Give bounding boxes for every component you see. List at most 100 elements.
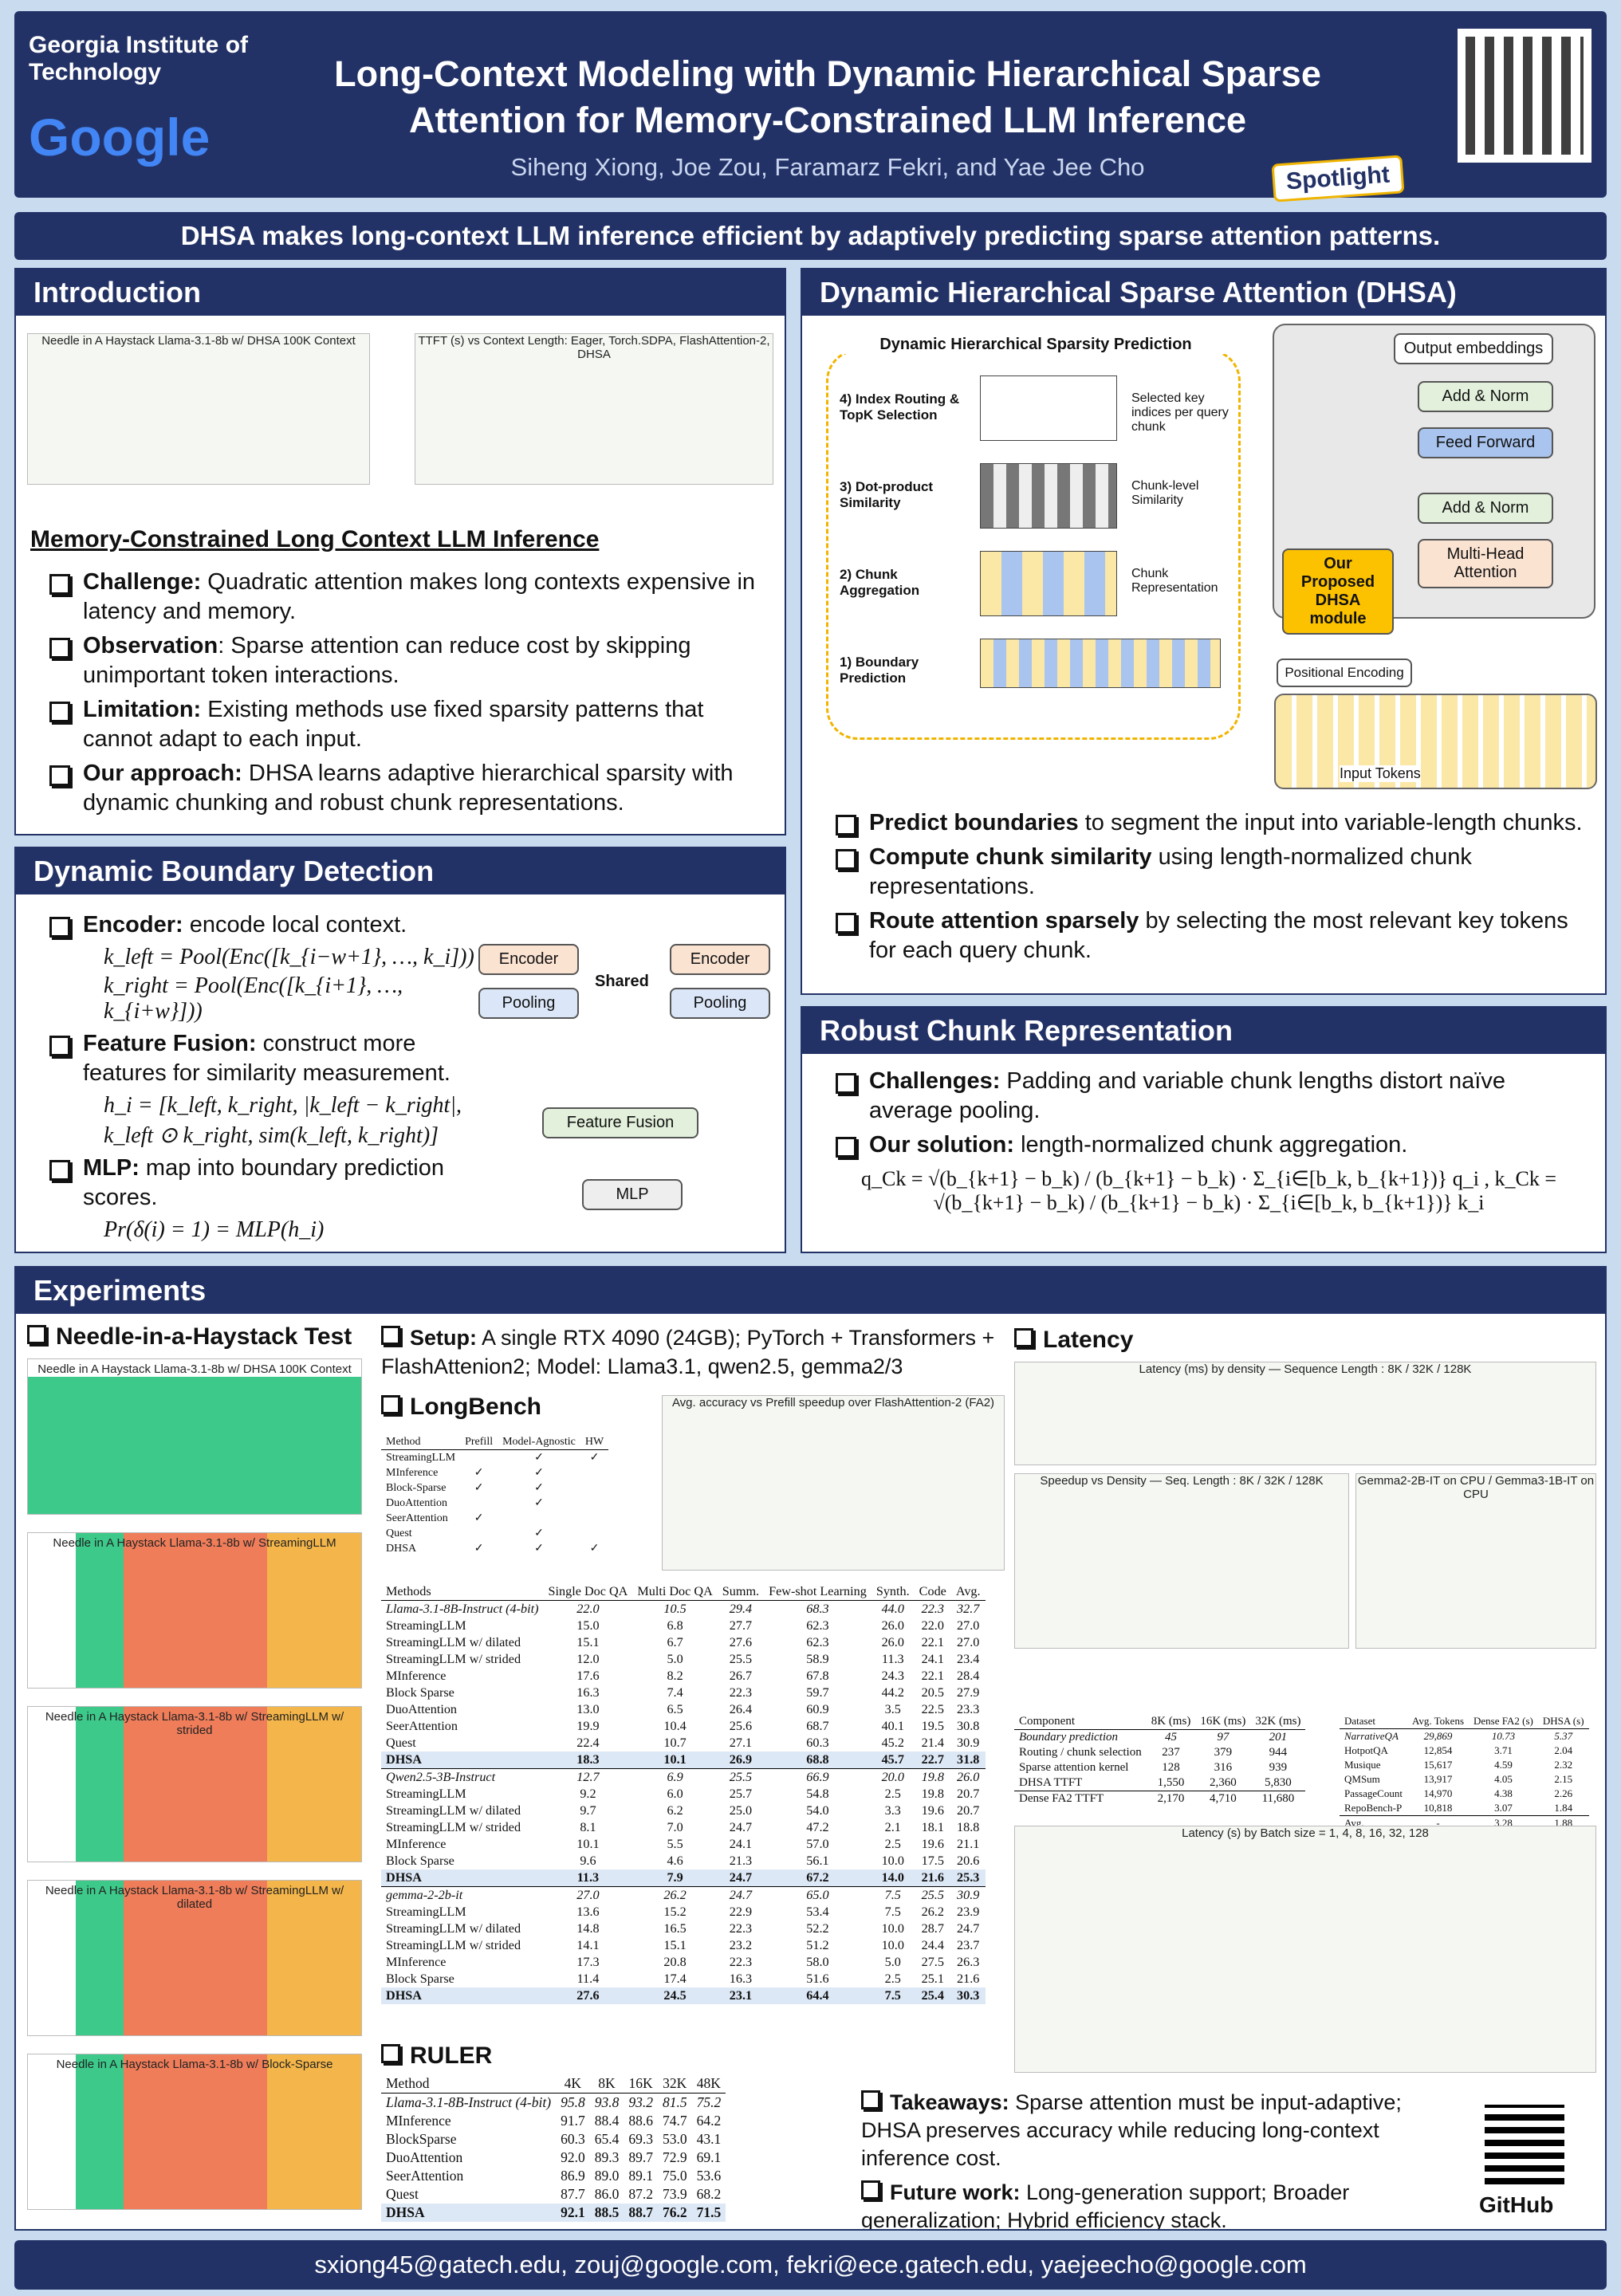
authors: Siheng Xiong, Joe Zou, Faramarz Fekri, a…	[510, 153, 1145, 181]
table-cell: 28.7	[921, 1921, 944, 1936]
text: Quadratic attention makes long contexts …	[83, 569, 756, 624]
table-row: Quest ✓	[381, 1526, 608, 1541]
section-heading: Latency	[1014, 1327, 1133, 1354]
table-cell: 22.9	[729, 1905, 753, 1919]
diagram-node: Shared	[595, 973, 649, 990]
table-cell: 10.4	[663, 1719, 687, 1733]
table-cell: 24.7	[717, 1886, 765, 1904]
table-cell: StreamingLLM w/ strided	[386, 1820, 521, 1834]
table-row: DHSA 11.3 7.9 24.7 67.2 14.0 21.6 25.3	[381, 1869, 986, 1887]
table-cell: 64.4	[764, 1987, 871, 2004]
table-cell: ✓	[534, 1482, 544, 1494]
table-cell: 1,550	[1157, 1776, 1185, 1789]
table-cell: 16.5	[663, 1921, 687, 1936]
table-cell: 30.9	[957, 1736, 980, 1750]
table-cell: MInference	[386, 1837, 447, 1851]
figure: TTFT (s) vs Context Length: Eager, Torch…	[415, 333, 773, 485]
figure: Gemma2-2B-IT on CPU / Gemma3-1B-IT on CP…	[1355, 1473, 1596, 1649]
table-cell: Block-Sparse	[386, 1481, 447, 1494]
tagline: DHSA makes long-context LLM inference ef…	[14, 212, 1607, 260]
column-header: Multi Doc QA	[632, 1583, 718, 1601]
table-cell: 19.6	[921, 1837, 944, 1851]
table-cell: 25.7	[729, 1787, 753, 1801]
table-cell: ✓	[534, 1467, 544, 1479]
table-cell: 4.38	[1494, 1787, 1513, 1799]
table-cell: 15,617	[1423, 1759, 1453, 1771]
setup: Setup: A single RTX 4090 (24GB); PyTorch…	[381, 1323, 1003, 1381]
institution: Google	[29, 107, 210, 167]
table-cell: 20.7	[957, 1803, 980, 1818]
table-cell: 22.3	[729, 1921, 753, 1936]
table-cell: 27.6	[543, 1987, 633, 2004]
table-cell: MInference	[386, 2113, 451, 2129]
table-cell: Musique	[1344, 1759, 1381, 1771]
table-cell: 68.2	[696, 2186, 722, 2202]
figure: Needle in A Haystack Llama-3.1-8b w/ DHS…	[27, 1358, 362, 1515]
lead: Feature Fusion:	[83, 1031, 257, 1056]
table-cell: 13.6	[576, 1905, 600, 1919]
list-item: Challenges: Padding and variable chunk l…	[834, 1067, 1584, 1126]
table-cell: 128	[1162, 1761, 1180, 1774]
table-cell: 73.9	[662, 2186, 687, 2202]
lead: Setup:	[381, 1326, 477, 1350]
lead: Future work:	[861, 2180, 1021, 2204]
table-cell: 89.7	[628, 2149, 653, 2165]
table-cell: 10.0	[881, 1921, 904, 1936]
table-cell: Routing / chunk selection	[1019, 1746, 1142, 1759]
table-cell	[580, 1496, 608, 1511]
table-cell: 6.9	[632, 1768, 718, 1786]
table-cell: 24.7	[729, 1820, 753, 1834]
table-cell: 74.7	[662, 2113, 687, 2129]
table-cell: Boundary prediction	[1014, 1729, 1147, 1745]
table-cell: 58.0	[806, 1955, 829, 1969]
table-cell: 24.4	[921, 1938, 944, 1952]
table-cell: ✓	[474, 1482, 484, 1494]
table-cell: 2.32	[1554, 1759, 1573, 1771]
column-header: DHSA (s)	[1537, 1714, 1589, 1729]
table-cell: 11,680	[1261, 1792, 1295, 1805]
table-cell: 19.8	[921, 1787, 944, 1801]
table: Component 8K (ms) 16K (ms) 32K (ms) Boundary…	[1014, 1714, 1306, 1807]
table-cell: 26.7	[729, 1669, 753, 1683]
column-header: Component	[1014, 1714, 1147, 1730]
prediction-box: Dynamic Hierarchical Sparsity Prediction…	[826, 336, 1243, 740]
table-cell: RepoBench-P	[1344, 1802, 1403, 1814]
table-cell: 5.5	[667, 1837, 683, 1851]
table-cell: 25.6	[729, 1719, 753, 1733]
arch-box: Add & Norm	[1418, 381, 1553, 412]
table-cell: 10.1	[632, 1751, 718, 1769]
table-cell: 10.0	[881, 1854, 904, 1868]
table-cell: ✓	[474, 1512, 484, 1524]
table-row: MInference ✓ ✓	[381, 1465, 608, 1480]
section-heading: LongBench	[381, 1394, 541, 1421]
step-graphic	[980, 639, 1221, 688]
table-cell: 11.3	[543, 1869, 633, 1887]
table-cell: 87.2	[628, 2186, 653, 2202]
text: Existing methods use fixed sparsity patt…	[83, 697, 704, 752]
table-cell: 53.0	[662, 2131, 687, 2147]
table-cell	[580, 1511, 608, 1526]
table-cell: StreamingLLM w/ dilated	[386, 1635, 521, 1649]
table-cell: 30.3	[950, 1987, 986, 2004]
table-cell: 68.8	[764, 1751, 871, 1769]
table-cell: 86.9	[561, 2168, 585, 2184]
table-cell: 22.4	[576, 1736, 600, 1750]
table-row: MInference 17.6 8.2 26.7 67.8 24.3 22.1 28.4	[381, 1668, 986, 1685]
table-wrap: Method Prefill Model-Agnostic HW StreamingLL…	[381, 1435, 609, 1556]
step-graphic	[980, 463, 1117, 529]
table-cell: 4.05	[1494, 1773, 1513, 1785]
table-cell: 60.9	[806, 1702, 829, 1716]
table-header: Methods Single Doc QA Multi Doc QA Summ. Few…	[381, 1583, 986, 1601]
table-cell: 6.5	[667, 1702, 683, 1716]
table-cell: 3.71	[1494, 1744, 1513, 1756]
table-cell: 20.8	[663, 1955, 687, 1969]
table-cell: 26.0	[881, 1618, 904, 1633]
formula: k_right = Pool(Enc([k_{i+1}, …, k_{i+w}]…	[104, 973, 403, 1024]
table-cell: 15.0	[576, 1618, 600, 1633]
list: Challenge: Quadratic attention makes lon…	[16, 563, 757, 823]
table-row: DHSA ✓ ✓ ✓	[381, 1541, 608, 1556]
table-cell: 9.2	[580, 1787, 596, 1801]
table-cell: 45.2	[881, 1736, 904, 1750]
table-cell: 44.0	[871, 1600, 915, 1618]
arch-box: Multi-Head Attention	[1418, 539, 1553, 588]
